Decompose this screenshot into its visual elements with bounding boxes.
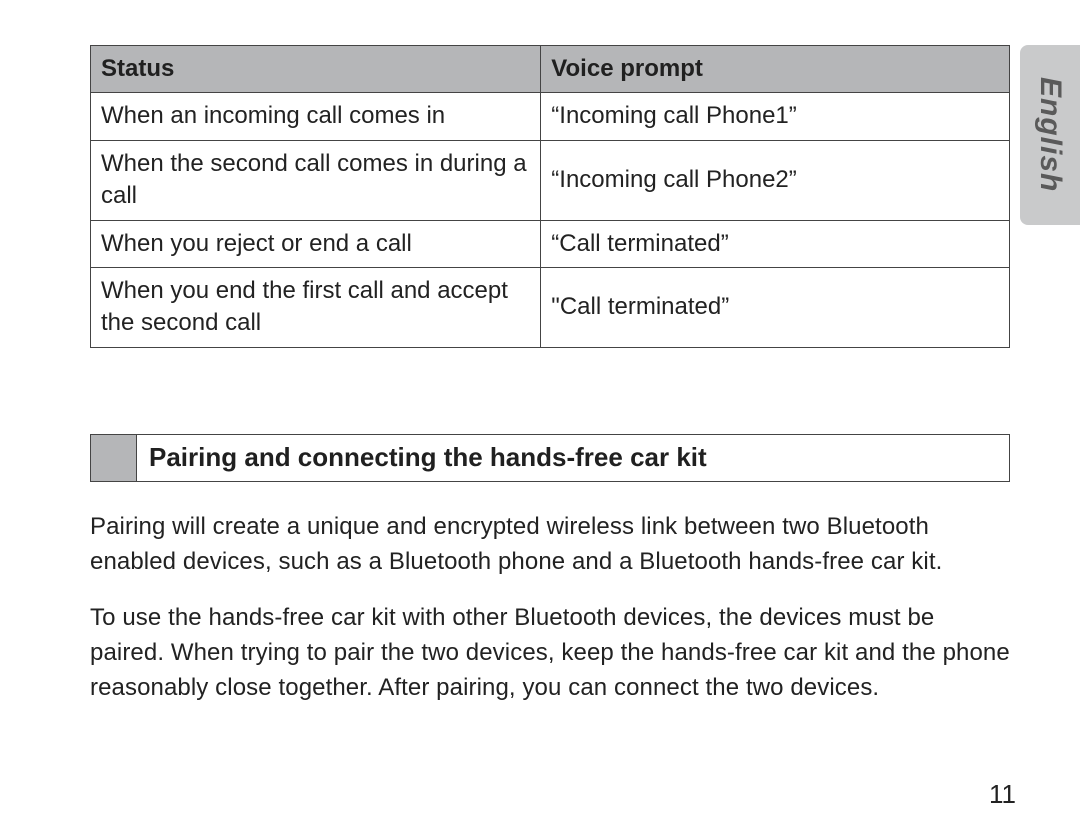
language-tab-label: English <box>1033 77 1067 192</box>
prompt-cell: “Incoming call Phone2” <box>541 140 1010 220</box>
status-cell: When you end the first call and accept t… <box>91 267 541 347</box>
section-heading-bar: Pairing and connecting the hands-free ca… <box>90 434 1010 482</box>
page-number: 11 <box>989 779 1016 810</box>
table-row: When you end the first call and accept t… <box>91 267 1010 347</box>
section-heading-title: Pairing and connecting the hands-free ca… <box>137 435 1009 481</box>
body-paragraph: Pairing will create a unique and encrypt… <box>90 510 1010 580</box>
prompt-cell: “Call terminated” <box>541 220 1010 267</box>
table-row: When the second call comes in during a c… <box>91 140 1010 220</box>
section-heading-block <box>91 435 137 481</box>
table-row: When you reject or end a call “Call term… <box>91 220 1010 267</box>
voice-prompt-table: Status Voice prompt When an incoming cal… <box>90 45 1010 348</box>
prompt-cell: “Incoming call Phone1” <box>541 93 1010 140</box>
body-paragraph: To use the hands-free car kit with other… <box>90 601 1010 705</box>
status-cell: When an incoming call comes in <box>91 93 541 140</box>
table-header-status: Status <box>91 46 541 93</box>
table-header-prompt: Voice prompt <box>541 46 1010 93</box>
prompt-cell: "Call terminated” <box>541 267 1010 347</box>
table-header-row: Status Voice prompt <box>91 46 1010 93</box>
table-row: When an incoming call comes in “Incoming… <box>91 93 1010 140</box>
status-cell: When the second call comes in during a c… <box>91 140 541 220</box>
language-tab: English <box>1020 45 1080 225</box>
page-content: Status Voice prompt When an incoming cal… <box>90 45 1010 706</box>
status-cell: When you reject or end a call <box>91 220 541 267</box>
